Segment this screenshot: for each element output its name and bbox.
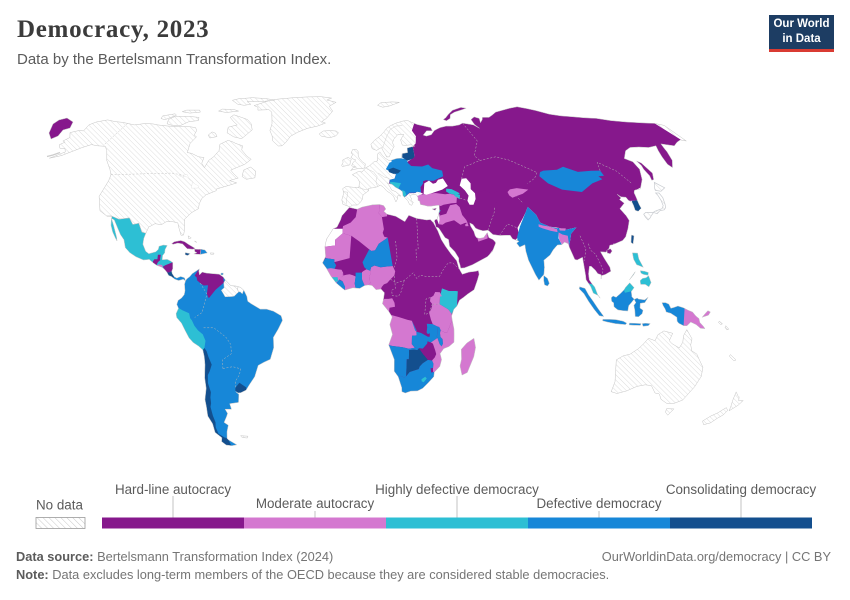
svg-text:Hard-line autocracy: Hard-line autocracy — [115, 482, 231, 497]
svg-text:Moderate autocracy: Moderate autocracy — [256, 496, 375, 511]
svg-text:Defective democracy: Defective democracy — [536, 496, 661, 511]
svg-text:Highly defective democracy: Highly defective democracy — [375, 482, 539, 497]
svg-text:No data: No data — [36, 498, 83, 513]
svg-text:Consolidating democracy: Consolidating democracy — [666, 482, 817, 497]
